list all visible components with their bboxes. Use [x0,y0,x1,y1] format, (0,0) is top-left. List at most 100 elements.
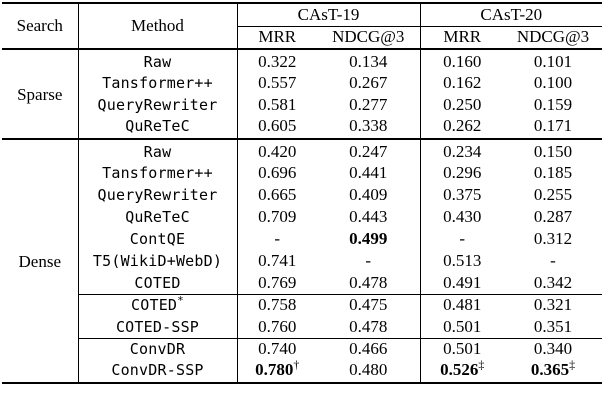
metric-value: 0.134 [349,52,388,71]
metric-value: 0.340 [533,339,573,359]
metric-cell: 0.322 [236,49,317,72]
table-row: QueryRewriter 0.581 0.277 0.250 0.159 [2,94,602,116]
metric-cell: 0.342 [504,272,602,294]
metric-value: 0.171 [533,116,573,135]
method-cell: ConvDR-SSP [77,360,237,383]
metric-cell: - [419,228,504,250]
metric-cell: - [317,250,420,272]
metric-value: 0.475 [349,295,388,315]
metric-cell: 0.740 [236,337,317,360]
metric-value: 0.513 [443,251,482,270]
method-cell: ConvDR [77,337,237,360]
metric-cell: 0.526‡ [419,357,504,383]
table-row: QuReTeC 0.605 0.338 0.262 0.171 [2,116,602,139]
table-row: Tansformer++ 0.696 0.441 0.296 0.185 [2,162,602,184]
metric-value: 0.760 [258,316,297,336]
metric-value: 0.267 [349,73,388,92]
metric-value: 0.277 [349,95,388,114]
metric-value: - [365,251,372,270]
metric-cell: 0.159 [504,94,602,116]
metric-cell: 0.340 [504,337,602,360]
metric-cell: 0.234 [419,138,504,162]
metric-cell: 0.769 [236,272,317,294]
table-row: COTED 0.769 0.478 0.491 0.342 [2,272,602,294]
metric-value: 0.696 [258,163,297,182]
metric-value: 0.480 [349,360,388,379]
metric-value: 0.557 [258,73,297,92]
metric-cell: 0.443 [317,206,420,228]
method-cell: COTED [77,272,237,294]
metric-cell: 0.365‡ [504,358,602,383]
metric-value: 0.501 [443,316,482,336]
metric-cell: 0.478 [317,316,420,338]
metric-cell: 0.491 [419,272,504,294]
metric-cell: 0.409 [317,184,420,206]
footnote-marker: ‡ [478,357,485,372]
method-cell: COTED-SSP [77,316,237,338]
method-cell: Raw [77,138,237,162]
metric-value: 0.322 [258,52,297,71]
header-search: Search [2,3,78,50]
metric-cell: 0.312 [504,228,602,250]
metric-value: 0.262 [443,116,482,135]
header-cast19: CAsT-19 [236,3,420,27]
metric-value: 0.342 [533,272,573,292]
metric-cell: 0.162 [419,72,504,94]
metric-cell: 0.277 [317,94,420,116]
method-cell: QueryRewriter [77,184,237,206]
metric-value: 0.526 [440,360,479,379]
table-header: Search Method CAsT-19 CAsT-20 MRR NDCG@3… [2,3,602,50]
metric-cell: 0.250 [419,94,504,116]
method-cell: Raw [77,49,237,72]
search-type-cell: Sparse [17,85,63,104]
metric-cell: 0.296 [419,162,504,184]
metric-value: 0.478 [349,316,388,336]
method-cell: COTED* [77,293,237,316]
table-body: Sparse Raw 0.322 0.134 0.160 0.101 Tansformer+… [2,49,602,383]
method-cell: QuReTeC [77,116,237,139]
header-ndcg-cast19: NDCG@3 [317,26,420,50]
metric-value: 0.605 [258,116,297,135]
header-row-groups: Search Method CAsT-19 CAsT-20 [2,3,602,50]
metric-cell: 0.287 [504,206,602,228]
metric-value: 0.740 [258,339,297,359]
metric-value: 0.351 [533,316,573,336]
metric-cell: 0.247 [317,138,420,162]
metric-cell: 0.171 [504,116,602,139]
header-cast20: CAsT-20 [419,3,602,27]
metric-cell: 0.760 [236,316,317,338]
metric-cell: 0.267 [317,72,420,94]
metric-value: 0.409 [349,185,388,204]
method-cell: ContQE [77,228,237,250]
metric-cell: 0.101 [504,49,602,72]
metric-value: 0.780 [255,360,294,379]
metric-value: 0.296 [443,163,482,182]
metric-value: 0.741 [258,251,297,270]
table-row: ConvDR 0.740 0.466 0.501 0.340 [2,337,602,360]
metric-value: - [550,251,556,270]
metric-cell: 0.696 [236,162,317,184]
table-row: Dense Raw 0.420 0.247 0.234 0.150 [2,138,602,383]
metric-value: 0.101 [533,52,573,71]
header-mrr-cast20: MRR [419,26,504,50]
header-ndcg-cast20: NDCG@3 [504,26,602,50]
metric-value: 0.581 [258,95,297,114]
table-row: QuReTeC 0.709 0.443 0.430 0.287 [2,206,602,228]
metric-cell: 0.513 [419,250,504,272]
metric-value: 0.441 [349,163,388,182]
metric-cell: 0.605 [236,116,317,139]
metric-value: - [274,229,281,248]
metric-cell: 0.466 [317,337,420,360]
metric-cell: 0.321 [504,293,602,316]
metric-cell: - [236,228,317,250]
metric-cell: 0.430 [419,206,504,228]
metric-value: 0.234 [443,142,482,161]
metric-value: 0.478 [349,272,388,292]
metric-cell: 0.758 [236,293,317,316]
method-cell: T5(WikiD+WebD) [77,250,237,272]
metric-value: 0.250 [443,95,482,114]
metric-value: 0.430 [443,207,482,226]
metric-cell: - [504,250,602,272]
metric-cell: 0.780† [236,358,317,383]
metric-value: 0.365 [530,360,570,379]
